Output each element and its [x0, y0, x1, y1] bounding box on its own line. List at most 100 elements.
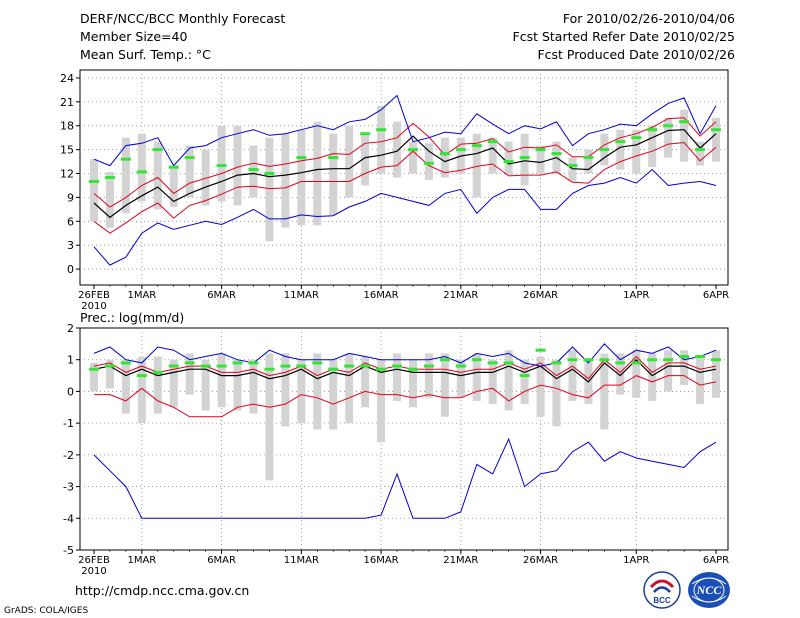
precip-y-tick-label: -1 — [63, 417, 74, 430]
precip-range-box — [616, 353, 625, 395]
temp-x-tick-label: 6APR — [703, 290, 729, 301]
temp-range-box — [233, 125, 242, 206]
precip-y-tick-label: -2 — [63, 449, 74, 462]
temp-range-box — [488, 137, 497, 174]
temperature-panel: 0 3 6 9 12 15 18 21 24 26FEB 1MAR 6MAR 11MAR 16MAR 21M… — [60, 69, 729, 312]
temp-median-mark — [647, 128, 658, 132]
forecast-period-label: For 2010/02/26-2010/04/06 — [562, 11, 735, 26]
precip-median-mark — [344, 364, 355, 368]
temp-median-mark — [376, 128, 387, 132]
chart-title: DERF/NCC/BCC Monthly Forecast — [80, 11, 286, 26]
precip-median-mark — [503, 361, 514, 365]
precip-median-mark — [407, 367, 418, 371]
precip-median-mark — [551, 361, 562, 365]
precip-year-label: 2010 — [81, 566, 106, 577]
precip-y-tick-label: 2 — [67, 322, 74, 335]
temp-median-mark — [695, 148, 706, 152]
precip-median-mark — [89, 367, 99, 371]
precip-range-box — [329, 359, 338, 430]
temp-median-mark — [487, 140, 498, 144]
temp-median-mark — [631, 136, 642, 140]
temp-x-tick-label: 16MAR — [363, 290, 398, 301]
temp-median-mark — [503, 160, 514, 164]
temp-median-mark — [296, 156, 307, 160]
forecast-produced-label: Fcst Produced Date 2010/02/26 — [537, 47, 735, 62]
precip-panel-title: Prec.: log(mm/d) — [80, 310, 185, 325]
precip-series-mean — [93, 358, 717, 383]
precip-range-box — [696, 356, 705, 405]
precip-range-box — [105, 359, 114, 389]
precip-median-mark — [599, 358, 610, 362]
precip-range-box — [121, 359, 130, 414]
precip-range-box — [632, 350, 641, 398]
precip-range-box — [648, 353, 657, 401]
temp-y-tick-label: 24 — [60, 72, 74, 85]
source-url[interactable]: http://cmdp.ncc.cma.gov.cn — [75, 583, 250, 598]
precip-x-tick-label: 16MAR — [363, 555, 398, 566]
precip-median-mark — [615, 361, 626, 365]
precip-range-box — [249, 359, 258, 414]
precip-range-box — [90, 362, 98, 392]
temp-series-min — [93, 168, 717, 266]
precip-y-tick-label: -5 — [63, 544, 74, 557]
precip-range-box — [361, 356, 370, 408]
precip-median-mark — [679, 355, 690, 359]
precip-frame — [79, 327, 729, 551]
precip-x-tick-label: 26FEB — [78, 555, 110, 566]
temp-x-tick-label: 21MAR — [443, 290, 478, 301]
temp-median-mark — [471, 144, 482, 148]
precip-series-max — [93, 343, 717, 367]
precip-y-tick-label: 1 — [67, 354, 74, 367]
precip-range-box — [169, 359, 178, 408]
precip-median-mark — [583, 358, 594, 362]
precip-range-box — [440, 353, 449, 417]
precip-range-box — [408, 359, 417, 408]
temp-range-box — [712, 117, 720, 162]
temp-median-mark — [711, 128, 721, 132]
precip-x-tick-label: 1APR — [623, 555, 649, 566]
precip-range-box — [472, 353, 481, 401]
precip-median-mark — [168, 364, 179, 368]
precip-median-mark — [280, 364, 291, 368]
precip-series-upper — [93, 355, 717, 380]
temp-median-mark — [136, 170, 147, 174]
temp-range-box — [424, 143, 433, 180]
temp-x-tick-label: 26MAR — [523, 290, 558, 301]
temp-frame — [79, 69, 729, 286]
temp-median-mark — [583, 156, 594, 160]
precip-range-box — [520, 359, 529, 405]
temp-year-label: 2010 — [81, 301, 106, 312]
precip-y-tick-label: -4 — [63, 512, 74, 525]
precip-median-mark — [264, 367, 275, 371]
member-size-label: Member Size=40 — [80, 29, 188, 44]
temp-series-mean — [93, 129, 717, 219]
temp-x-tick-label: 26FEB — [78, 290, 110, 301]
temp-median-mark — [407, 148, 418, 152]
precip-range-box — [345, 353, 354, 424]
precip-range-box — [680, 350, 689, 386]
temp-range-box — [520, 133, 529, 186]
temp-median-mark — [328, 156, 339, 160]
temp-median-mark — [455, 148, 466, 152]
temp-range-box — [632, 129, 641, 174]
precip-x-tick-label: 11MAR — [284, 555, 319, 566]
temp-range-box — [440, 137, 449, 178]
bcc-logo-text: BCC — [653, 596, 671, 605]
temp-range-box — [696, 141, 705, 166]
precip-range-box — [377, 359, 386, 443]
temp-range-box — [568, 157, 577, 182]
temp-median-mark — [599, 148, 610, 152]
grads-credit: GrADS: COLA/IGES — [4, 606, 89, 616]
temp-range-box — [648, 125, 657, 168]
temp-range-box — [281, 133, 290, 228]
temp-median-mark — [184, 156, 195, 160]
precip-x-tick-label: 21MAR — [443, 555, 478, 566]
temp-range-box — [185, 145, 194, 198]
temp-x-tick-label: 11MAR — [284, 290, 319, 301]
precip-median-mark — [663, 358, 674, 362]
temp-range-box — [329, 133, 338, 215]
temp-range-box — [345, 125, 354, 198]
temp-x-tick-label: 1MAR — [127, 290, 156, 301]
temp-median-mark — [216, 164, 227, 168]
temp-range-box — [90, 159, 98, 222]
